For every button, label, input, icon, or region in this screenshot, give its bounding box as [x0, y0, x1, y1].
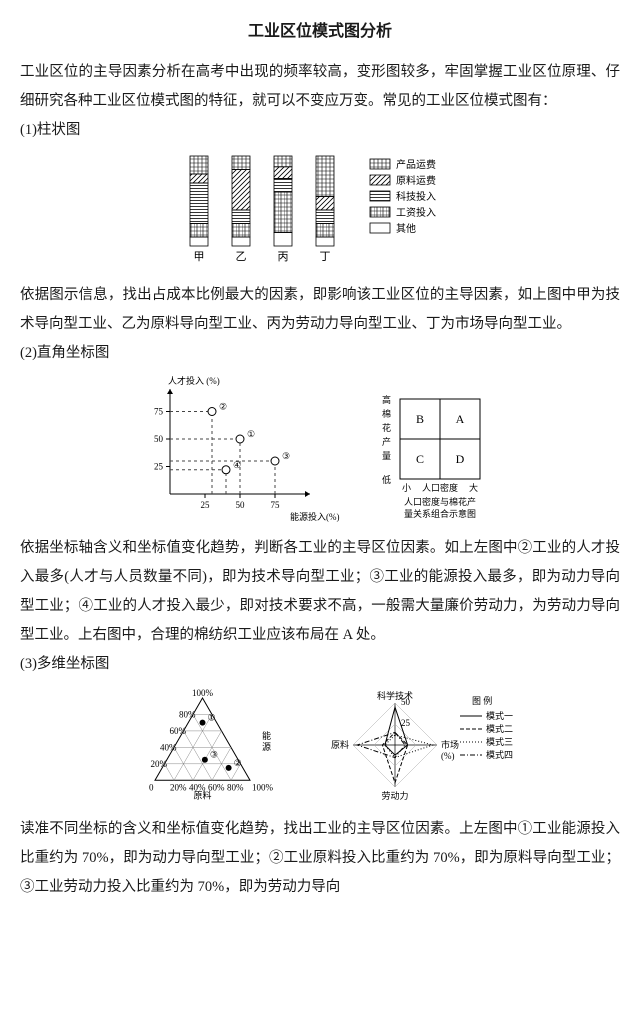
svg-text:量关系组合示意图: 量关系组合示意图	[404, 508, 476, 519]
svg-text:丁: 丁	[320, 251, 331, 263]
svg-text:人口密度: 人口密度	[422, 482, 458, 493]
svg-text:丙: 丙	[278, 251, 289, 263]
svg-text:(%): (%)	[441, 751, 455, 761]
svg-text:75: 75	[271, 500, 281, 510]
svg-text:棉: 棉	[382, 408, 391, 419]
multi-figure: 20%20%40%40%60%60%80%80%100%0100%原料能源①②③…	[20, 685, 620, 805]
svg-text:50: 50	[236, 500, 246, 510]
svg-text:甲: 甲	[194, 251, 205, 263]
bar-chart-figure: 甲 乙 丙 丁 产品运费原料运费科技投入工资投入其他	[20, 151, 620, 271]
svg-text:50: 50	[154, 434, 164, 444]
svg-text:A: A	[456, 412, 465, 426]
section3-text: 读准不同坐标的含义和坐标值变化趋势，找出工业的主导区位因素。上左图中①工业能源投…	[20, 815, 620, 902]
svg-text:25: 25	[154, 462, 164, 472]
svg-text:40%: 40%	[160, 742, 177, 752]
svg-text:原料运费: 原料运费	[396, 174, 436, 187]
svg-text:③: ③	[210, 750, 218, 760]
coord-figure: 25 25 50 50 75 75 ① ② ③ ④ 能源投入(%) 人才投入 (%) B A C D 高低 棉花…	[20, 374, 620, 524]
svg-text:乙: 乙	[236, 250, 247, 263]
svg-text:20%: 20%	[151, 759, 168, 769]
section3-head: (3)多维坐标图	[20, 650, 620, 679]
svg-text:①: ①	[247, 429, 255, 439]
svg-text:③: ③	[282, 451, 290, 461]
svg-text:0: 0	[149, 782, 154, 792]
section2-text: 依据坐标轴含义和坐标值变化趋势，判断各工业的主导区位因素。如上左图中②工业的人才…	[20, 534, 620, 650]
svg-text:模式一: 模式一	[486, 710, 513, 721]
svg-text:原料: 原料	[331, 739, 349, 750]
svg-text:源: 源	[262, 742, 271, 752]
svg-text:花: 花	[382, 422, 391, 433]
svg-text:④: ④	[233, 460, 241, 470]
svg-text:图 例: 图 例	[472, 695, 492, 706]
svg-text:市场: 市场	[441, 739, 459, 750]
section1-text: 依据图示信息，找出占成本比例最大的因素，即影响该工业区位的主导因素，如上图中甲为…	[20, 281, 620, 339]
section1-head: (1)柱状图	[20, 116, 620, 145]
bar-chart: 甲 乙 丙 丁 产品运费原料运费科技投入工资投入其他	[170, 151, 470, 271]
svg-text:100%: 100%	[192, 688, 214, 698]
svg-text:大: 大	[469, 482, 478, 493]
coord-chart: 25 25 50 50 75 75 ① ② ③ ④ 能源投入(%) 人才投入 (%) B A C D 高低 棉花…	[110, 374, 530, 524]
page-title: 工业区位模式图分析	[20, 16, 620, 48]
svg-text:25: 25	[401, 718, 411, 728]
svg-text:20%: 20%	[170, 782, 187, 792]
svg-text:C: C	[416, 452, 424, 466]
svg-text:人口密度与棉花产: 人口密度与棉花产	[404, 496, 476, 507]
svg-text:B: B	[416, 412, 424, 426]
svg-text:②: ②	[234, 758, 242, 768]
svg-text:25: 25	[201, 500, 211, 510]
svg-text:能: 能	[262, 730, 271, 741]
svg-text:模式二: 模式二	[486, 723, 513, 734]
svg-text:人才投入 (%): 人才投入 (%)	[168, 375, 220, 386]
section2-head: (2)直角坐标图	[20, 339, 620, 368]
svg-text:75: 75	[154, 407, 164, 417]
svg-text:②: ②	[219, 402, 227, 412]
svg-text:模式三: 模式三	[486, 736, 513, 747]
svg-text:60%: 60%	[170, 726, 187, 736]
svg-text:小: 小	[402, 483, 411, 493]
svg-text:①: ①	[208, 713, 216, 723]
svg-text:量: 量	[382, 451, 391, 461]
svg-text:低: 低	[382, 474, 391, 485]
multi-chart: 20%20%40%40%60%60%80%80%100%0100%原料能源①②③…	[100, 685, 540, 805]
svg-text:其他: 其他	[396, 222, 416, 235]
svg-text:D: D	[456, 452, 465, 466]
svg-text:高: 高	[382, 394, 391, 405]
svg-text:产: 产	[382, 436, 391, 447]
svg-text:80%: 80%	[179, 709, 196, 719]
svg-text:能源投入(%): 能源投入(%)	[290, 511, 340, 522]
svg-text:科技投入: 科技投入	[396, 190, 436, 203]
svg-text:80%: 80%	[227, 782, 244, 792]
intro-text: 工业区位的主导因素分析在高考中出现的频率较高，变形图较多，牢固掌握工业区位原理、…	[20, 58, 620, 116]
svg-text:模式四: 模式四	[486, 749, 513, 760]
svg-text:50: 50	[401, 697, 411, 707]
svg-text:劳动力: 劳动力	[381, 790, 408, 801]
svg-text:产品运费: 产品运费	[396, 158, 436, 171]
svg-text:原料: 原料	[193, 789, 211, 800]
svg-text:100%: 100%	[252, 782, 274, 792]
svg-text:工资投入: 工资投入	[396, 206, 436, 219]
